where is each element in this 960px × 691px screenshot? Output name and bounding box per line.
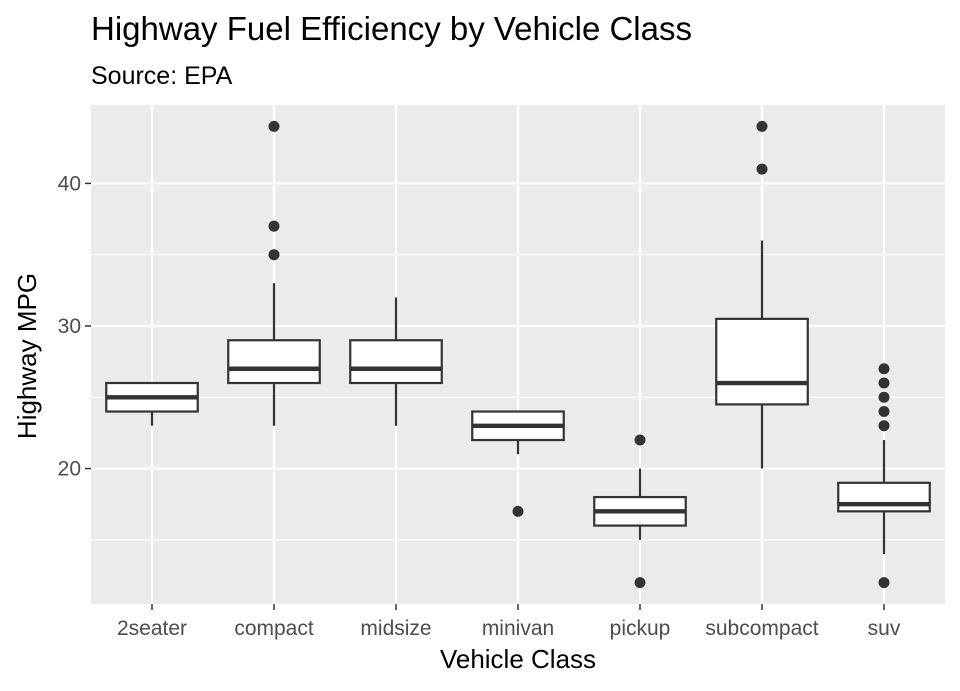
box-pickup (593, 434, 687, 589)
box-midsize (349, 297, 443, 426)
box-subcompact (715, 120, 809, 469)
outlier-point (268, 120, 280, 132)
x-tick-label: midsize (360, 617, 431, 640)
box-2seater (105, 381, 199, 426)
outlier-point (268, 249, 280, 261)
outlier-point (878, 406, 890, 418)
chart-title: Highway Fuel Efficiency by Vehicle Class (91, 10, 692, 47)
outlier-point (268, 220, 280, 232)
x-axis: 2seater compact midsize minivan pickup subcom… (117, 604, 901, 640)
x-tick-label: pickup (610, 617, 671, 640)
x-tick-label: suv (868, 617, 901, 640)
outlier-point (878, 363, 890, 375)
box-iqr (837, 481, 931, 513)
y-axis-title: Highway MPG (12, 273, 42, 439)
outlier-point (878, 577, 890, 589)
x-tick-label: 2seater (117, 617, 187, 640)
outlier-point (634, 434, 646, 446)
y-tick-label: 20 (58, 458, 81, 481)
x-tick-label: subcompact (705, 617, 818, 640)
box-minivan (471, 410, 565, 517)
box-compact (227, 120, 321, 426)
outlier-point (878, 377, 890, 389)
box-series (105, 120, 931, 589)
x-tick-label: minivan (482, 617, 554, 640)
x-axis-title: Vehicle Class (440, 644, 596, 674)
box-iqr (227, 339, 321, 385)
y-tick-label: 30 (58, 315, 81, 338)
y-tick-label: 40 (58, 172, 81, 195)
chart-subtitle: Source: EPA (91, 62, 233, 90)
x-tick-label: compact (234, 617, 314, 640)
outlier-point (878, 420, 890, 432)
box-iqr (715, 317, 809, 406)
y-axis: 20 30 40 (58, 172, 91, 481)
outlier-point (878, 391, 890, 403)
outlier-point (756, 120, 768, 132)
outlier-point (634, 577, 646, 589)
outlier-point (512, 505, 524, 517)
outlier-point (756, 163, 768, 175)
box-iqr (349, 339, 443, 385)
box-suv (837, 363, 931, 589)
